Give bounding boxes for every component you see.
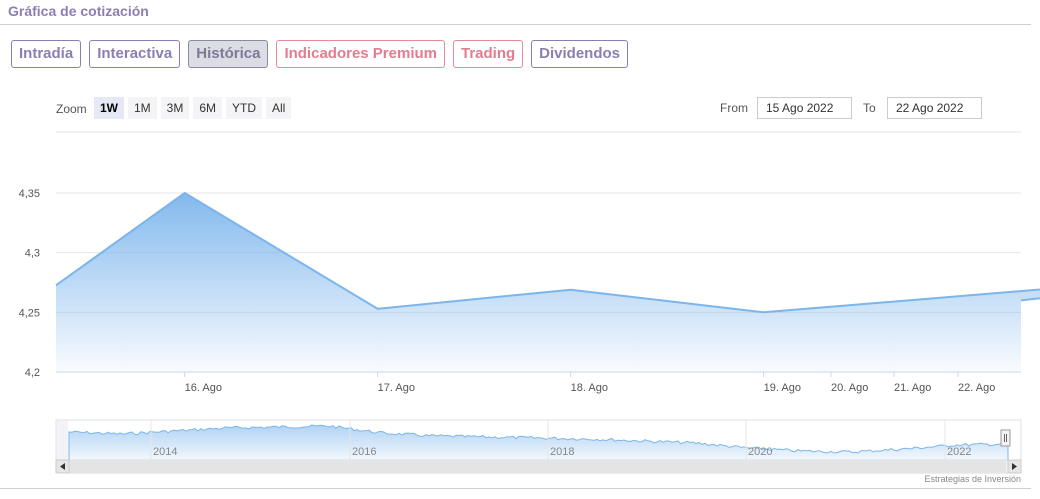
to-date-input[interactable]: 22 Ago 2022 (887, 97, 982, 119)
bottom-divider (0, 488, 1031, 489)
navigator-scrollbar[interactable] (55, 459, 1022, 474)
navigator-year-label: 2014 (153, 446, 177, 458)
section-divider (0, 24, 1031, 25)
section-title: Gráfica de cotización (8, 3, 149, 19)
navigator-year-label: 2022 (947, 446, 971, 458)
x-tick-label: 17. Ago (378, 382, 415, 394)
from-label: From (720, 101, 748, 115)
zoom-label: Zoom (56, 102, 87, 116)
price-area (56, 193, 1040, 372)
y-tick-label: 4,35 (19, 188, 40, 200)
chart-tabs: Intradía Interactiva Histórica Indicador… (11, 40, 629, 68)
arrow-right-icon (1012, 463, 1017, 470)
x-tick-label: 19. Ago (764, 382, 801, 394)
tab-intradia[interactable]: Intradía (11, 40, 82, 68)
tab-interactiva[interactable]: Interactiva (89, 40, 181, 68)
x-tick-label: 21. Ago (894, 382, 931, 394)
arrow-left-icon (60, 463, 65, 470)
y-tick-label: 4,2 (25, 367, 40, 379)
zoom-6m-button[interactable]: 6M (193, 97, 223, 119)
navigator-year-label: 2016 (352, 446, 376, 458)
tab-trading[interactable]: Trading (453, 40, 524, 68)
navigator-year-label: 2018 (550, 446, 574, 458)
chart-credits[interactable]: Estrategias de Inversión (924, 474, 1021, 484)
navigator-handle[interactable] (1000, 429, 1011, 447)
navigator-year-label: 2020 (748, 446, 772, 458)
navigator-series (68, 424, 1009, 461)
zoom-1w-button[interactable]: 1W (94, 97, 124, 119)
navigator[interactable]: 2014 2016 2018 2020 2022 (55, 419, 1022, 461)
tab-indicadores-premium[interactable]: Indicadores Premium (276, 40, 445, 68)
zoom-all-button[interactable]: All (266, 97, 292, 119)
navigator-mask-left (56, 420, 68, 460)
scrollbar-thumb[interactable] (69, 461, 1006, 472)
to-label: To (863, 101, 876, 115)
tab-historica[interactable]: Histórica (188, 40, 269, 68)
y-tick-label: 4,25 (19, 307, 40, 319)
x-tick-label: 20. Ago (831, 382, 868, 394)
zoom-3m-button[interactable]: 3M (160, 97, 190, 119)
zoom-1m-button[interactable]: 1M (128, 97, 157, 119)
x-tick-label: 18. Ago (571, 382, 608, 394)
from-date-input[interactable]: 15 Ago 2022 (757, 97, 852, 119)
y-tick-label: 4,3 (25, 248, 40, 260)
x-tick-label: 16. Ago (185, 382, 222, 394)
x-tick-label: 22. Ago (958, 382, 995, 394)
tab-dividendos[interactable]: Dividendos (531, 40, 629, 68)
zoom-ytd-button[interactable]: YTD (226, 97, 263, 119)
zoom-buttons: 1W 1M 3M 6M YTD All (94, 97, 292, 119)
